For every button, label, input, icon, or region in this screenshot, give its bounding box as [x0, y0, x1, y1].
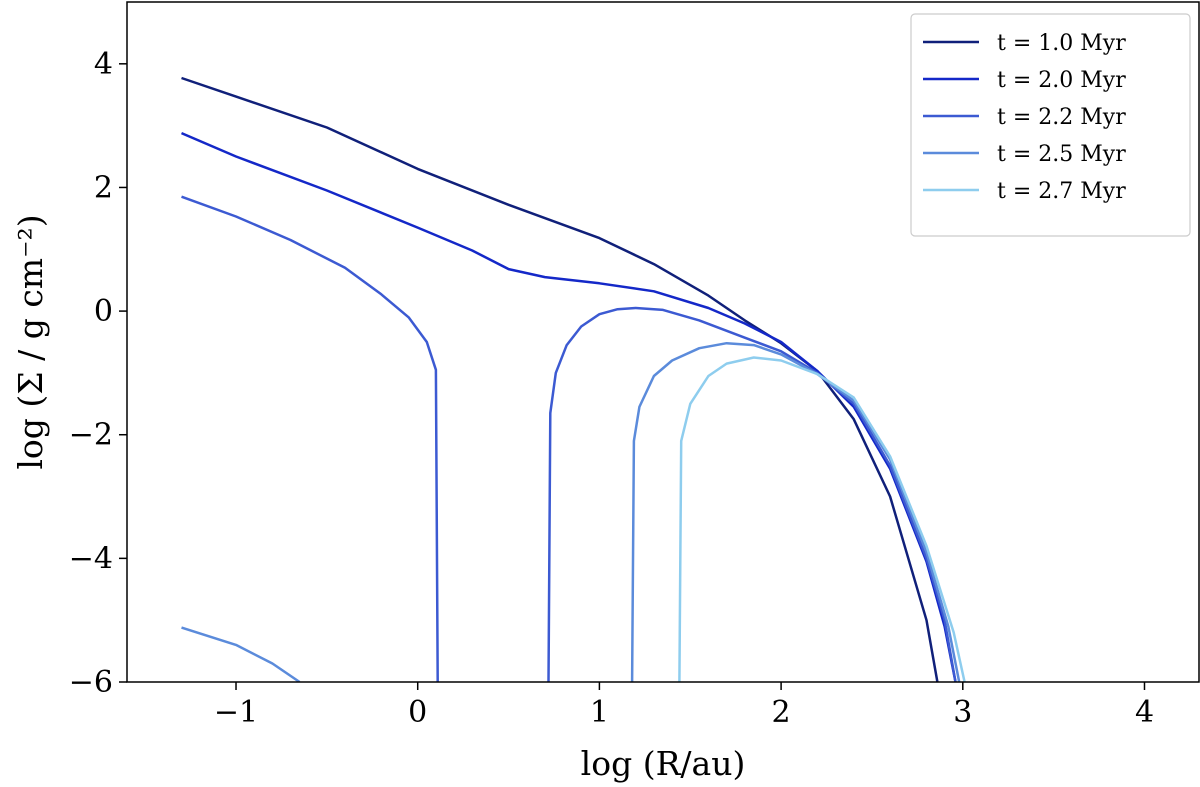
- series-line-t-2-5-myr-part-2: [630, 341, 961, 682]
- legend-label: t = 2.0 Myr: [997, 68, 1126, 93]
- legend-item[interactable]: t = 2.2 Myr: [923, 105, 1126, 130]
- legend-label: t = 2.7 Myr: [997, 179, 1126, 204]
- x-axis: −1 0 1 2 3 4: [214, 682, 1154, 730]
- x-tick-label: 3: [953, 695, 972, 730]
- legend-item[interactable]: t = 1.0 Myr: [923, 31, 1126, 56]
- x-axis-title: log (R/au): [581, 744, 746, 783]
- series-line-t-2-5-myr-part-1: [181, 626, 301, 682]
- series-line-t-2-0-myr: [181, 131, 957, 682]
- legend-label: t = 1.0 Myr: [997, 31, 1126, 56]
- series-line-t-2-2-myr-part-2: [547, 306, 957, 682]
- legend[interactable]: t = 1.0 Myr t = 2.0 Myr t = 2.2 Myr t = 2.5…: [910, 13, 1191, 237]
- series-layer: [181, 76, 966, 682]
- series-line-t-2-7-myr: [678, 356, 966, 682]
- x-tick-label: 1: [590, 695, 609, 730]
- y-tick-label: −6: [69, 665, 113, 700]
- series-line-t-1-0-myr: [181, 76, 939, 682]
- legend-label: t = 2.5 Myr: [997, 142, 1126, 167]
- x-tick-label: 0: [408, 695, 427, 730]
- legend-item[interactable]: t = 2.0 Myr: [923, 68, 1126, 93]
- x-tick-label: 4: [1135, 695, 1154, 730]
- y-tick-label: 0: [94, 294, 113, 329]
- y-tick-label: 2: [94, 170, 113, 205]
- legend-item[interactable]: t = 2.7 Myr: [923, 179, 1126, 204]
- y-axis: −6 −4 −2 0 2 4: [69, 47, 127, 700]
- y-tick-label: −2: [69, 418, 113, 453]
- x-tick-label: 2: [772, 695, 791, 730]
- legend-label: t = 2.2 Myr: [997, 105, 1126, 130]
- plot-area-frame: [126, 1, 1200, 683]
- x-tick-label: −1: [214, 695, 258, 730]
- y-tick-label: −4: [69, 541, 113, 576]
- y-axis-title: log (Σ / g cm⁻²): [11, 214, 50, 469]
- legend-item[interactable]: t = 2.5 Myr: [923, 142, 1126, 167]
- legend-box: [910, 13, 1191, 237]
- y-tick-label: 4: [94, 47, 113, 82]
- series-line-t-2-2-myr-part-1: [181, 195, 439, 682]
